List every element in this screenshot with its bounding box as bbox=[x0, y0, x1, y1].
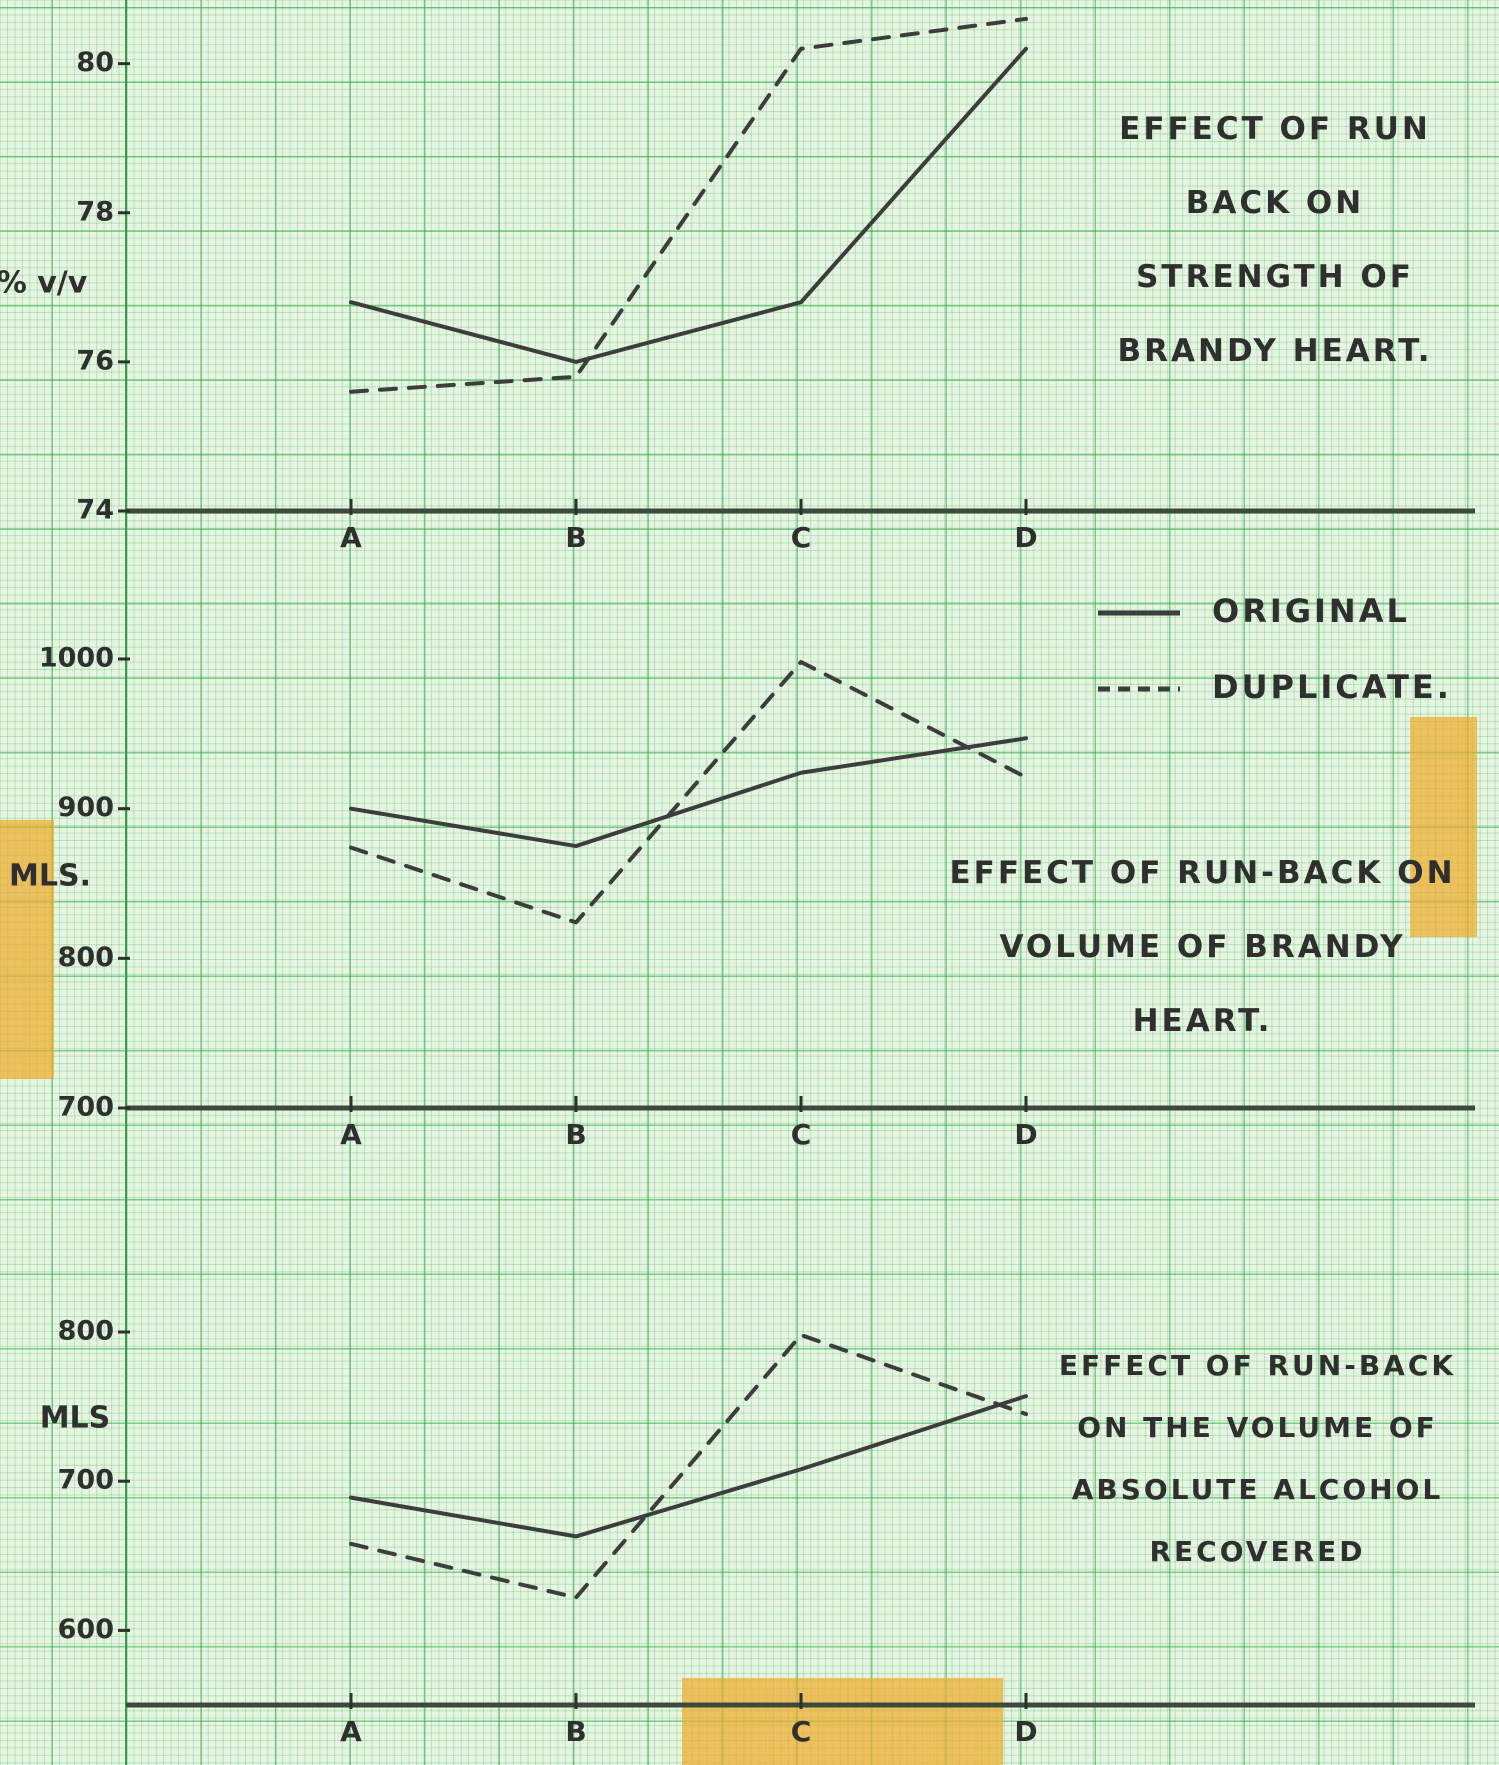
y-tick-label: 800 bbox=[58, 942, 114, 973]
x-tick-label: A bbox=[340, 1715, 362, 1748]
x-tick-label: D bbox=[1014, 521, 1037, 554]
y-tick-label: 700 bbox=[58, 1092, 114, 1123]
legend-label: ORIGINAL bbox=[1212, 592, 1410, 630]
x-tick-label: C bbox=[791, 521, 812, 554]
y-axis-label: MLS. bbox=[9, 859, 91, 894]
x-tick-label: A bbox=[340, 521, 362, 554]
y-tick-label: 74 bbox=[76, 495, 114, 526]
x-tick-label: D bbox=[1014, 1715, 1037, 1748]
chart-title: EFFECT OF RUN-BACK ON THE VOLUME OF ABSO… bbox=[1035, 1335, 1480, 1583]
page: 74 76 78 80 % v/v A B C D 700 800 900 1000 MLS. A B C D OR… bbox=[0, 0, 1499, 1765]
y-tick-label: 900 bbox=[58, 792, 114, 823]
x-tick-label: C bbox=[791, 1715, 812, 1748]
y-tick-label: 80 bbox=[76, 47, 114, 78]
x-tick-label: D bbox=[1014, 1118, 1037, 1151]
series-line bbox=[351, 49, 1026, 362]
y-axis-label: % v/v bbox=[0, 266, 88, 301]
y-tick-label: 800 bbox=[58, 1316, 114, 1347]
chart-title: EFFECT OF RUN-BACK ON VOLUME OF BRANDY H… bbox=[930, 836, 1475, 1058]
legend-label: DUPLICATE. bbox=[1212, 668, 1452, 706]
series-line bbox=[351, 19, 1026, 392]
y-tick-label: 78 bbox=[76, 196, 114, 227]
x-tick-label: B bbox=[565, 1715, 586, 1748]
y-tick-label: 700 bbox=[58, 1465, 114, 1496]
x-tick-label: A bbox=[340, 1118, 362, 1151]
x-tick-label: B bbox=[565, 521, 586, 554]
y-tick-label: 600 bbox=[58, 1614, 114, 1645]
series-line bbox=[351, 1335, 1026, 1598]
y-axis-label: MLS bbox=[40, 1401, 111, 1436]
series-line bbox=[351, 662, 1026, 922]
x-tick-label: B bbox=[565, 1118, 586, 1151]
chart-title: EFFECT OF RUN BACK ON STRENGTH OF BRANDY… bbox=[1075, 92, 1475, 388]
x-tick-label: C bbox=[791, 1118, 812, 1151]
y-tick-label: 76 bbox=[76, 345, 114, 376]
y-tick-label: 1000 bbox=[39, 643, 114, 674]
